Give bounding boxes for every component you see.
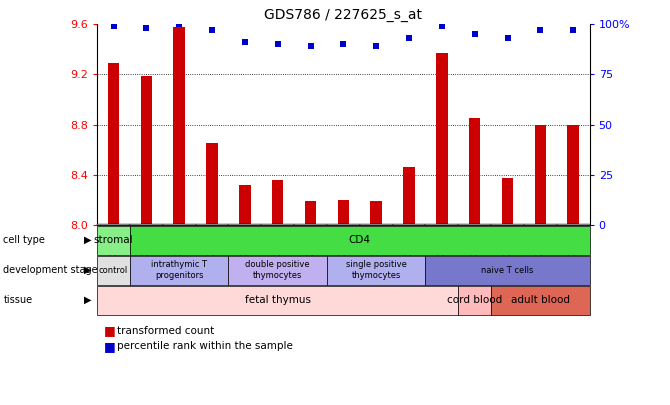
Point [502, 35, 513, 42]
Point [437, 23, 448, 30]
Text: cord blood: cord blood [447, 295, 502, 305]
Point [306, 43, 316, 49]
Point [338, 41, 348, 47]
Bar [239, 185, 251, 225]
Bar [272, 180, 283, 225]
Bar [502, 179, 513, 225]
Point [206, 27, 217, 34]
Bar [108, 63, 119, 225]
Point [568, 27, 579, 34]
Bar [567, 124, 579, 225]
Bar [371, 201, 382, 225]
Text: tissue: tissue [3, 295, 32, 305]
Text: intrathymic T
progenitors: intrathymic T progenitors [151, 260, 207, 280]
Bar [305, 201, 316, 225]
Point [109, 23, 119, 30]
Text: cell type: cell type [3, 235, 46, 245]
Text: stromal: stromal [94, 235, 133, 245]
Bar [141, 76, 152, 225]
Text: ■: ■ [104, 324, 116, 337]
Point [371, 43, 382, 49]
Point [141, 25, 152, 32]
Text: double positive
thymocytes: double positive thymocytes [245, 260, 310, 280]
Text: percentile rank within the sample: percentile rank within the sample [117, 341, 293, 351]
Text: ▶: ▶ [84, 295, 92, 305]
Bar [206, 143, 218, 225]
Point [272, 41, 283, 47]
Text: single positive
thymocytes: single positive thymocytes [346, 260, 407, 280]
Text: fetal thymus: fetal thymus [245, 295, 311, 305]
Text: control: control [99, 266, 128, 275]
Bar [338, 200, 349, 225]
Point [470, 31, 480, 38]
Point [240, 39, 251, 46]
Text: ▶: ▶ [84, 235, 92, 245]
Text: CD4: CD4 [349, 235, 371, 245]
Bar [469, 118, 480, 225]
Point [403, 35, 414, 42]
Text: ■: ■ [104, 340, 116, 353]
Point [174, 21, 185, 28]
Title: GDS786 / 227625_s_at: GDS786 / 227625_s_at [265, 8, 422, 22]
Bar [174, 27, 185, 225]
Text: transformed count: transformed count [117, 326, 214, 336]
Bar [535, 124, 546, 225]
Text: ▶: ▶ [84, 265, 92, 275]
Text: naive T cells: naive T cells [481, 266, 534, 275]
Bar [436, 53, 448, 225]
Point [535, 27, 545, 34]
Text: development stage: development stage [3, 265, 98, 275]
Text: adult blood: adult blood [511, 295, 570, 305]
Bar [403, 167, 415, 225]
